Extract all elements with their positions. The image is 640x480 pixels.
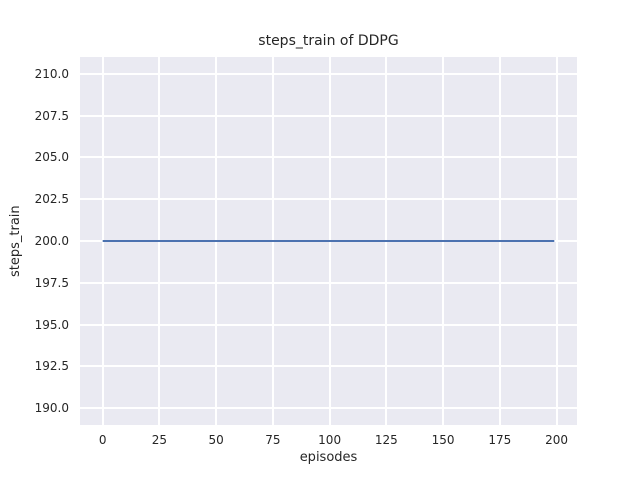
y-gridline	[80, 198, 577, 201]
y-gridline	[80, 407, 577, 410]
x-tick-label: 175	[488, 433, 512, 447]
y-tick-label: 210.0	[34, 66, 69, 81]
y-gridline	[80, 323, 577, 326]
y-tick-label: 207.5	[34, 108, 69, 123]
x-axis-label: episodes	[299, 450, 358, 465]
y-tick-label: 205.0	[34, 150, 69, 165]
y-gridline	[80, 156, 577, 159]
x-tick-label: 75	[265, 433, 281, 447]
x-tick-label: 200	[545, 433, 569, 447]
y-gridline	[80, 72, 577, 75]
x-tick-label: 50	[208, 433, 224, 447]
y-tick-label: 195.0	[34, 317, 69, 332]
plot-area	[80, 57, 577, 425]
x-tick-label: 100	[318, 433, 342, 447]
y-gridline	[80, 114, 577, 117]
y-tick-label: 192.5	[34, 359, 69, 374]
y-gridline	[80, 365, 577, 368]
x-tick-label: 150	[431, 433, 455, 447]
y-tick-label: 202.5	[34, 192, 69, 207]
x-tick-label: 25	[151, 433, 168, 447]
x-tick-label: 125	[374, 433, 398, 447]
y-tick-label: 200.0	[34, 234, 69, 248]
y-gridline	[80, 281, 577, 284]
series-layer	[102, 240, 555, 242]
y-tick-label: 190.0	[34, 401, 69, 416]
y-tick-label: 197.5	[34, 275, 69, 290]
chart-title: steps_train of DDPG	[258, 33, 399, 49]
x-tick-label: 0	[98, 433, 107, 447]
